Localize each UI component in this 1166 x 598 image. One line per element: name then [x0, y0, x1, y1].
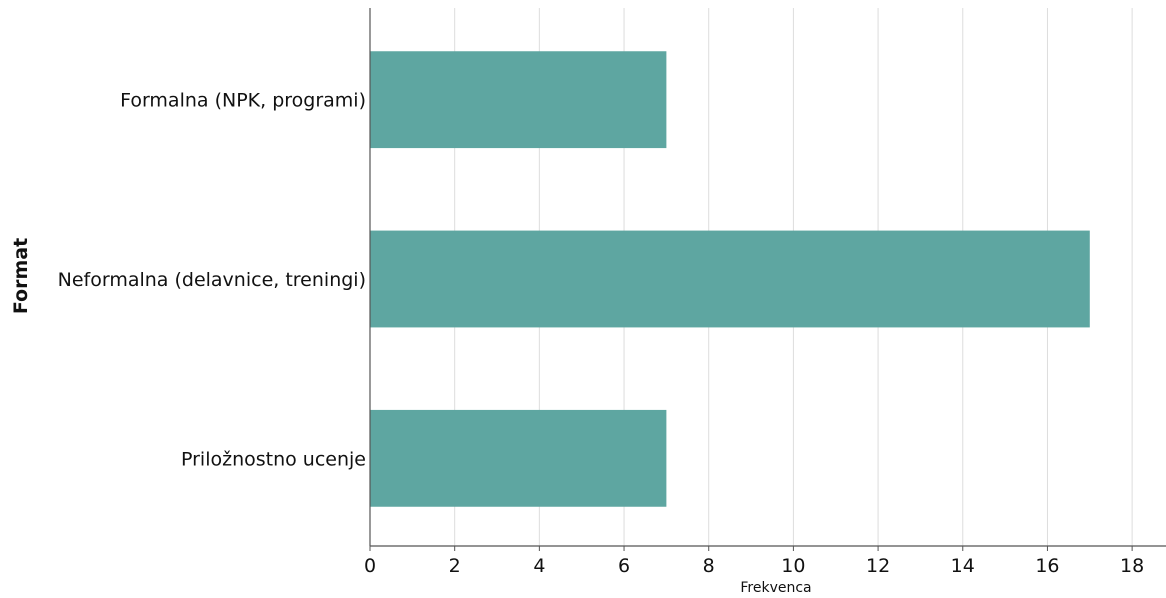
- x-tick-label: 18: [1120, 555, 1144, 577]
- bar-2: [370, 230, 1090, 328]
- x-tick-label: 4: [533, 555, 545, 577]
- bars: [370, 51, 1090, 507]
- x-ticks: 0 2 4 6 8 10 12 14 16 18: [364, 546, 1144, 577]
- x-tick-label: 10: [781, 555, 805, 577]
- bar-1: [370, 51, 667, 149]
- x-axis-title: Frekvenca: [740, 580, 811, 596]
- x-tick-label: 0: [364, 555, 376, 577]
- x-tick-label: 14: [951, 555, 975, 577]
- x-tick-label: 16: [1035, 555, 1059, 577]
- x-tick-label: 12: [866, 555, 890, 577]
- x-tick-label: 8: [703, 555, 715, 577]
- x-tick-label: 2: [449, 555, 461, 577]
- category-label: Neformalna (delavnice, treningi): [58, 269, 366, 291]
- y-axis-title: Format: [10, 238, 32, 314]
- bar-3: [370, 409, 667, 507]
- category-label: Priložnostno ucenje: [181, 448, 366, 470]
- x-tick-label: 6: [618, 555, 630, 577]
- category-labels: Formalna (NPK, programi) Neformalna (dela…: [58, 90, 366, 471]
- category-label: Formalna (NPK, programi): [120, 90, 366, 112]
